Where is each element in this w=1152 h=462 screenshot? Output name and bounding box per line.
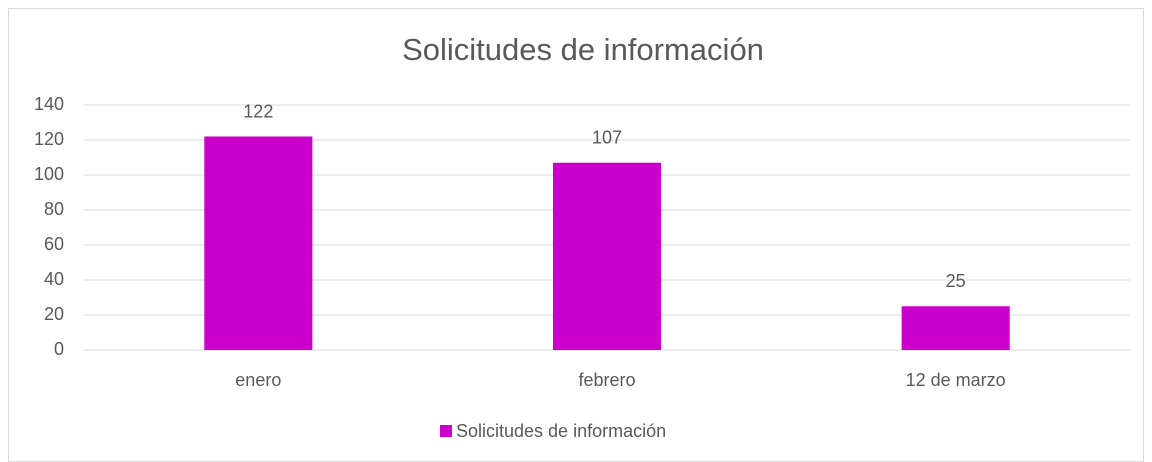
y-tick-label: 0 (54, 339, 64, 359)
data-label: 25 (946, 271, 966, 291)
y-tick-label: 100 (34, 164, 64, 184)
y-tick-label: 60 (44, 234, 64, 254)
bar (204, 136, 313, 350)
bar (901, 306, 1010, 350)
chart-title: Solicitudes de información (402, 32, 764, 67)
x-tick-label: 12 de marzo (906, 370, 1006, 390)
y-tick-label: 40 (44, 269, 64, 289)
y-tick-label: 140 (34, 94, 64, 114)
x-tick-label: enero (235, 370, 281, 390)
legend-label: Solicitudes de información (456, 421, 666, 441)
data-label: 107 (592, 128, 622, 148)
y-tick-label: 20 (44, 304, 64, 324)
bar (552, 162, 662, 350)
data-label: 122 (243, 101, 273, 121)
y-tick-label: 120 (34, 129, 64, 149)
x-tick-label: febrero (578, 370, 635, 390)
y-tick-label: 80 (44, 199, 64, 219)
legend-swatch (440, 425, 452, 437)
